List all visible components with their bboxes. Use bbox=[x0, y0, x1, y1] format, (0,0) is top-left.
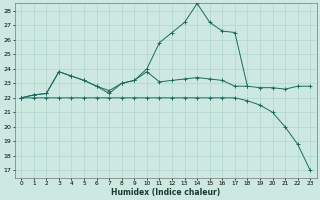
X-axis label: Humidex (Indice chaleur): Humidex (Indice chaleur) bbox=[111, 188, 220, 197]
